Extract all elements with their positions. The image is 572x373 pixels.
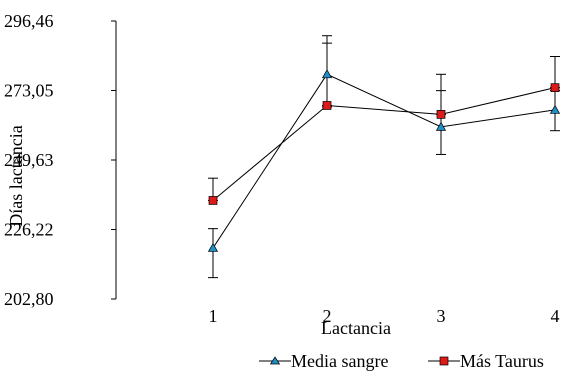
data-point-square [322, 101, 332, 110]
legend-item-media-sangre: Media sangre [259, 351, 388, 371]
y-tick-label: 273,05 [4, 80, 54, 100]
error-bars [208, 35, 560, 279]
y-tick-label: 226,22 [4, 219, 54, 239]
data-point-square [550, 83, 560, 93]
data-point-triangle [321, 69, 333, 79]
data-point-triangle [207, 242, 219, 252]
series-line [212, 73, 556, 249]
legend-label-mas-taurus: Más Taurus [460, 351, 544, 371]
legend-label-media-sangre: Media sangre [291, 351, 388, 371]
y-ticks: 202,80 226,22 249,63 273,05 296,46 [4, 11, 116, 309]
data-point-triangle [549, 104, 561, 114]
legend-item-mas-taurus: Más Taurus [428, 351, 544, 371]
data-point-square [436, 110, 446, 119]
y-tick-label: 202,80 [4, 289, 54, 309]
series-markers [207, 69, 561, 252]
y-tick-label: 249,63 [4, 150, 54, 170]
x-ticks: 1 2 3 4 [209, 306, 560, 326]
legend: Media sangre Más Taurus [259, 351, 544, 371]
legend-marker-triangle-icon [269, 356, 281, 365]
data-point-square [208, 196, 218, 205]
x-tick-label: 3 [437, 306, 446, 326]
data-point-triangle [435, 121, 447, 131]
y-tick-label: 296,46 [4, 11, 54, 31]
y-axis-label: Días lactancia [6, 125, 26, 226]
x-tick-label: 4 [551, 306, 560, 326]
x-axis-label: Lactancia [321, 318, 391, 338]
x-tick-label: 2 [323, 306, 332, 326]
legend-marker-square-icon [439, 356, 449, 366]
series-lines [212, 73, 556, 249]
x-tick-label: 1 [209, 306, 218, 326]
series-line [212, 87, 556, 201]
